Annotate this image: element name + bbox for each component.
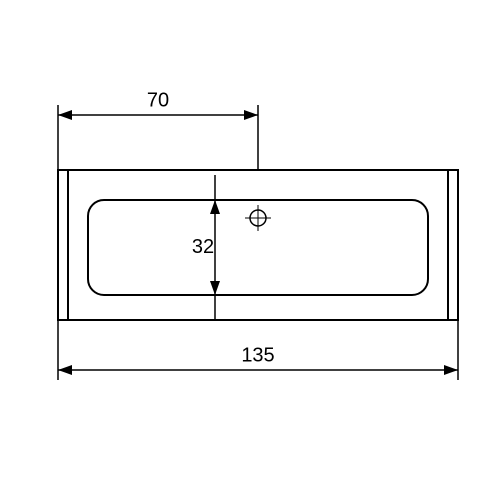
technical-drawing: 70 32 135 — [0, 0, 500, 500]
svg-text:135: 135 — [241, 344, 274, 366]
svg-text:32: 32 — [192, 236, 214, 258]
svg-text:70: 70 — [147, 89, 169, 111]
